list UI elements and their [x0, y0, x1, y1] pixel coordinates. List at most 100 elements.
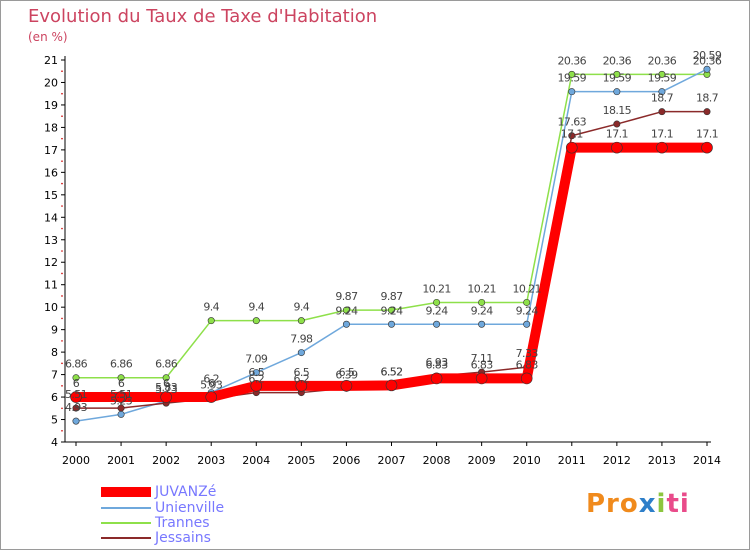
legend-label-juvanze: JUVANZé	[155, 484, 217, 500]
data-label: 6.5	[294, 366, 310, 379]
y-tick-label: 13	[44, 234, 58, 247]
data-label: 6.83	[516, 358, 539, 371]
y-minor-tick	[61, 407, 63, 410]
data-point	[252, 369, 260, 377]
data-point	[478, 298, 486, 306]
data-label: 20.36	[648, 54, 677, 67]
data-label: 20.36	[603, 54, 632, 67]
data-point	[703, 65, 711, 73]
data-label: 5.51	[65, 388, 87, 401]
y-minor-tick	[61, 385, 63, 387]
data-label: 19.59	[603, 72, 632, 85]
data-point	[568, 70, 576, 78]
data-point	[342, 306, 350, 314]
data-label: 5.73	[155, 383, 178, 396]
data-point	[703, 108, 711, 116]
data-label: 17.63	[558, 116, 587, 129]
data-label: 9.87	[335, 290, 358, 303]
data-point	[70, 391, 82, 403]
y-tick-label: 21	[44, 54, 58, 67]
data-point	[433, 298, 441, 306]
data-label: 6	[163, 377, 170, 390]
unit-label: (en %)	[28, 30, 68, 44]
data-point	[72, 404, 80, 412]
data-point	[117, 410, 125, 418]
data-point	[658, 88, 666, 96]
y-minor-tick	[61, 227, 63, 230]
data-label: 7.11	[471, 352, 493, 365]
y-minor-tick	[61, 70, 63, 73]
y-minor-tick	[61, 295, 63, 297]
data-label: 4.93	[65, 401, 88, 414]
y-tick-label: 16	[44, 166, 58, 179]
data-point	[520, 372, 533, 385]
data-label: 10.21	[422, 282, 451, 295]
data-label: 17.1	[606, 128, 628, 141]
x-tick-label: 2013	[648, 454, 676, 467]
data-point	[252, 317, 260, 325]
y-minor-tick	[61, 340, 63, 342]
data-label: 9.24	[471, 304, 494, 317]
y-tick-label: 4	[51, 436, 58, 449]
data-label: 9.4	[294, 301, 310, 314]
x-tick-label: 2007	[378, 454, 406, 467]
data-point	[656, 141, 668, 154]
y-tick-label: 20	[44, 76, 58, 89]
data-point	[387, 306, 395, 314]
data-label: 5.51	[110, 388, 132, 401]
data-point	[433, 320, 441, 328]
y-minor-tick	[61, 317, 63, 320]
data-point	[72, 417, 80, 425]
data-point	[250, 380, 263, 392]
data-point	[568, 88, 576, 96]
data-label: 6.52	[380, 365, 402, 378]
x-tick-label: 2001	[107, 454, 135, 467]
data-point	[475, 372, 488, 385]
data-label: 6	[118, 377, 125, 390]
data-point	[207, 317, 215, 325]
data-point	[297, 349, 305, 357]
data-point	[658, 108, 666, 116]
data-point	[613, 120, 621, 128]
y-tick-label: 11	[44, 279, 58, 292]
data-label: 7.09	[245, 353, 268, 366]
x-tick-label: 2005	[287, 454, 315, 467]
legend-swatch-juvanze	[101, 487, 151, 497]
data-label: 7.33	[516, 347, 539, 360]
y-tick-label: 10	[44, 301, 58, 314]
data-label: 6.86	[65, 358, 88, 371]
data-label: 9.24	[380, 304, 403, 317]
data-label: 17.1	[696, 128, 718, 141]
data-label: 6.52	[380, 365, 402, 378]
data-label: 10.21	[512, 282, 541, 295]
x-tick-label: 2004	[242, 454, 270, 467]
y-tick-label: 5	[51, 414, 58, 427]
data-label: 19.59	[648, 72, 677, 85]
y-tick-label: 18	[44, 121, 58, 134]
series-line-2	[75, 73, 708, 379]
data-point	[117, 404, 125, 412]
x-tick-label: 2003	[197, 454, 225, 467]
data-label: 9.24	[335, 304, 358, 317]
x-tick-label: 2002	[152, 454, 180, 467]
proxiti-logo: Proxiti	[586, 489, 690, 519]
data-label: 6	[73, 377, 80, 390]
data-point	[72, 374, 80, 382]
data-label: 6.5	[248, 366, 264, 379]
data-label: 6.83	[426, 358, 449, 371]
data-label: 10.21	[467, 282, 496, 295]
data-label: 20.59	[693, 49, 722, 62]
y-tick-label: 14	[44, 211, 58, 224]
data-point	[523, 320, 531, 328]
legend-swatch-trannes	[101, 522, 151, 524]
y-minor-tick	[61, 115, 63, 117]
data-point	[205, 391, 218, 403]
data-label: 6.2	[248, 373, 264, 386]
data-point	[340, 380, 353, 392]
data-point	[611, 141, 623, 154]
data-label: 5.83	[155, 381, 178, 394]
data-label: 9.24	[426, 304, 449, 317]
data-point	[568, 132, 576, 140]
